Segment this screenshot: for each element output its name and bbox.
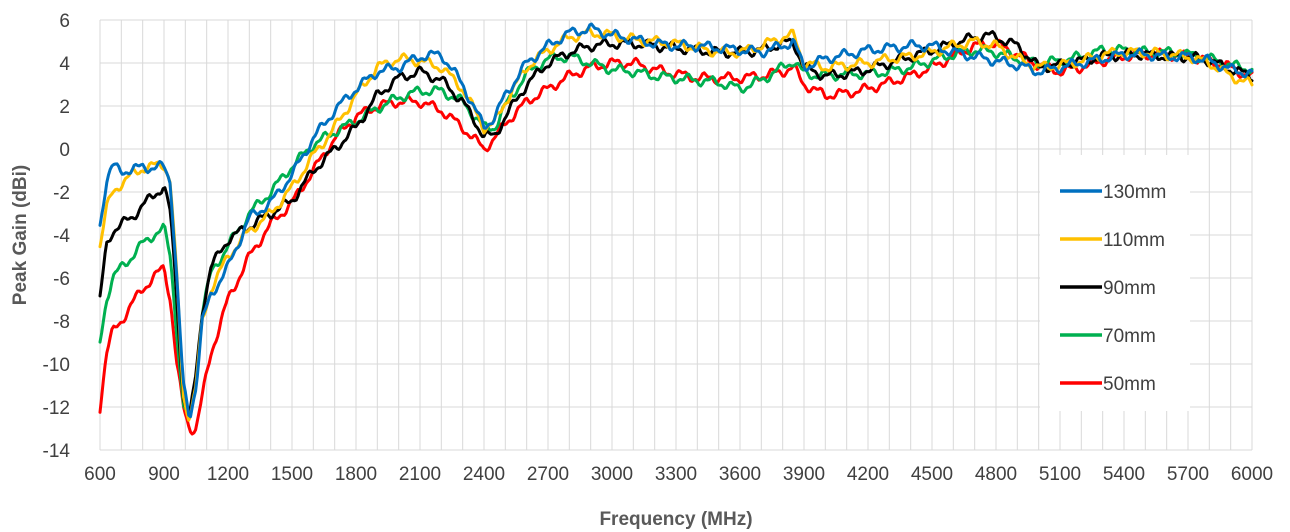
y-axis-title: Peak Gain (dBi) (10, 165, 31, 305)
x-tick-label: 5400 (1103, 464, 1145, 485)
y-tick-label: 4 (59, 54, 70, 75)
legend-label: 130mm (1103, 182, 1166, 203)
x-tick-label: 6000 (1231, 464, 1273, 485)
y-tick-label: -14 (43, 441, 71, 462)
series-line-130mm (98, 22, 1254, 419)
x-tick-label: 3600 (719, 464, 761, 485)
legend-label: 70mm (1103, 326, 1156, 347)
y-tick-label: -4 (53, 226, 70, 247)
y-tick-labels: -14 -12 -10 -8 -6 -4 -2 0 2 4 6 (43, 11, 71, 462)
series-lines (98, 22, 1254, 436)
x-tick-label: 2400 (463, 464, 505, 485)
x-tick-label: 4500 (911, 464, 953, 485)
x-tick-label: 1200 (207, 464, 249, 485)
y-tick-label: -6 (53, 269, 70, 290)
x-tick-label: 900 (148, 464, 180, 485)
x-tick-label: 3900 (783, 464, 825, 485)
x-axis-title: Frequency (MHz) (599, 509, 752, 530)
x-tick-label: 3300 (655, 464, 697, 485)
legend-label: 90mm (1103, 278, 1156, 299)
legend-label: 50mm (1103, 374, 1156, 395)
y-tick-label: -10 (43, 355, 70, 376)
y-tick-label: -2 (53, 183, 70, 204)
y-tick-label: 6 (59, 11, 70, 32)
x-tick-label: 2700 (527, 464, 569, 485)
x-tick-label: 4800 (975, 464, 1017, 485)
x-tick-labels: 600 900 1200 1500 1800 2100 2400 2700 3000 3300 36… (84, 464, 1273, 485)
y-tick-label: -8 (53, 312, 70, 333)
y-tick-label: 2 (59, 97, 70, 118)
y-tick-label: -12 (43, 398, 70, 419)
x-tick-label: 3000 (591, 464, 633, 485)
grid (99, 19, 1253, 451)
x-tick-label: 1800 (335, 464, 377, 485)
x-tick-label: 5700 (1167, 464, 1209, 485)
legend-label: 110mm (1103, 230, 1165, 251)
x-tick-label: 4200 (847, 464, 889, 485)
legend: 130mm 110mm 90mm 70mm 50mm (1040, 155, 1190, 411)
x-tick-label: 600 (84, 464, 116, 485)
x-tick-label: 1500 (271, 464, 313, 485)
y-tick-label: 0 (59, 140, 70, 161)
legend-background (1040, 155, 1190, 411)
series-line-110mm (98, 27, 1254, 422)
x-tick-label: 2100 (399, 464, 441, 485)
x-tick-label: 5100 (1039, 464, 1081, 485)
